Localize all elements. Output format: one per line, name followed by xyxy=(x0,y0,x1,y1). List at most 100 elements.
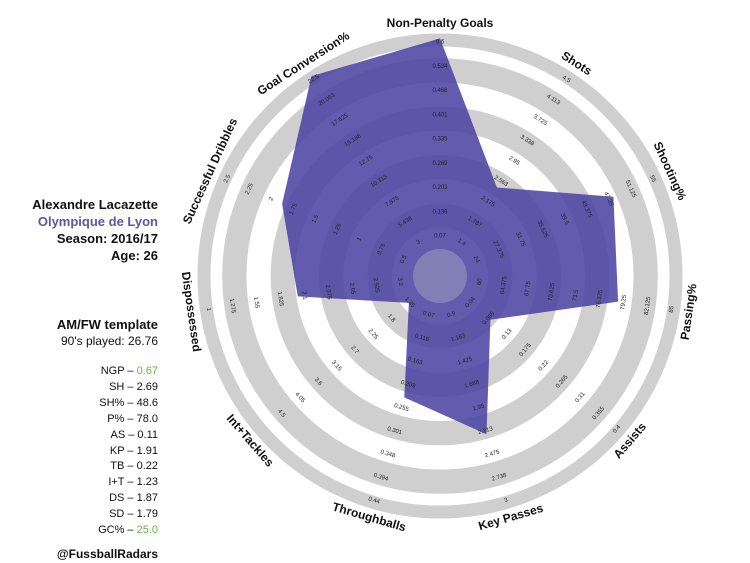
stat-row: TB – 0.22 xyxy=(0,459,158,475)
tick-label: 0.136 xyxy=(432,209,448,215)
stat-label: NGP xyxy=(100,365,125,377)
tick-label: 0.31 xyxy=(574,391,587,404)
tick-label: 2.1 xyxy=(300,291,307,301)
tick-label: 0.269 xyxy=(432,161,448,167)
stat-value: 0.67 xyxy=(136,365,158,377)
tick-label: 4.05 xyxy=(293,391,306,404)
tick-label: 55 xyxy=(648,175,657,184)
stat-separator: – xyxy=(124,476,137,489)
stat-label: P% xyxy=(107,412,125,425)
tick-label: 1.825 xyxy=(276,291,284,307)
stat-separator: – xyxy=(124,508,137,521)
stat-value: 78.0 xyxy=(136,412,158,425)
tick-label: 2.7 xyxy=(349,345,359,356)
tick-label: 0.468 xyxy=(432,88,448,94)
stat-value: 0.22 xyxy=(136,460,158,473)
tick-label: 82.125 xyxy=(644,296,653,316)
tick-label: 0.13 xyxy=(501,328,514,341)
stat-label: SH% xyxy=(99,396,125,409)
tick-label: 2.213 xyxy=(478,426,495,436)
age: Age: 26 xyxy=(111,248,158,263)
template-info: AM/FW template 90's played: 26.76 xyxy=(0,316,158,349)
stat-separator: – xyxy=(124,444,137,457)
stat-row: P% – 78.0 xyxy=(0,412,158,428)
tick-label: 0.6 xyxy=(436,40,445,46)
tick-label: 0.75 xyxy=(377,242,388,256)
stat-row: DS – 1.87 xyxy=(0,491,158,507)
tick-label: 0.44 xyxy=(367,496,381,505)
tick-label: 2.5 xyxy=(223,173,232,184)
stat-label: AS xyxy=(110,428,126,441)
tick-label: 0.5 xyxy=(400,254,409,265)
tick-label: 0.22 xyxy=(538,359,551,372)
stat-row: SD – 1.79 xyxy=(0,507,158,523)
tick-label: 31.75 xyxy=(514,231,526,248)
tick-label: 2.95 xyxy=(507,156,521,168)
radar-polygon xyxy=(282,38,619,435)
tick-label: 1.425 xyxy=(457,356,474,366)
stat-separator: – xyxy=(124,396,137,409)
tick-label: 0.255 xyxy=(393,403,410,413)
stat-separator: – xyxy=(125,428,138,441)
player-info: Alexandre Lacazette Olympique de Lyon Se… xyxy=(0,196,158,264)
stat-value: 2.69 xyxy=(136,380,158,393)
stat-row: AS – 0.11 xyxy=(0,428,158,444)
stat-value: 1.79 xyxy=(136,508,158,521)
stat-row: SH% – 48.6 xyxy=(0,396,158,412)
tick-label: 2 xyxy=(268,196,275,202)
stat-label: TB xyxy=(110,460,125,473)
tick-label: 3.6 xyxy=(313,377,323,388)
tick-label: 0.07 xyxy=(422,311,436,320)
stat-row: NGP – 0.67 xyxy=(0,364,158,380)
tick-label: 1.688 xyxy=(464,380,481,390)
stat-label: KP xyxy=(109,444,125,457)
stat-separator: – xyxy=(124,524,137,537)
tick-label: 2.25 xyxy=(367,328,380,341)
tick-label: 0.534 xyxy=(432,64,448,70)
tick-label: 73.5 xyxy=(572,289,580,302)
tick-label: 2.925 xyxy=(372,277,380,293)
tick-label: 1.75 xyxy=(289,202,300,216)
stat-row: SH – 2.69 xyxy=(0,380,158,396)
tick-label: 3 xyxy=(416,239,423,246)
template-title: AM/FW template xyxy=(56,317,158,332)
stat-value: 48.6 xyxy=(136,396,158,409)
tick-label: 0.209 xyxy=(400,380,417,390)
tick-label: 3.15 xyxy=(330,360,343,373)
tick-label: 0.163 xyxy=(407,357,424,367)
tick-label: 1.5 xyxy=(311,214,320,225)
tick-label: 24 xyxy=(472,255,481,264)
stat-value: 0.11 xyxy=(137,428,158,441)
stat-separator: – xyxy=(124,380,137,393)
tick-label: 2.25 xyxy=(245,182,256,196)
radar-center xyxy=(413,249,467,303)
stat-label: SH xyxy=(109,380,125,393)
tick-label: 70.625 xyxy=(548,282,557,302)
tick-label: 0.9 xyxy=(447,311,457,319)
tick-label: 0.116 xyxy=(414,333,430,343)
tick-label: 64.375 xyxy=(500,275,509,295)
tick-label: 0.348 xyxy=(380,449,397,459)
tick-label: 1.25 xyxy=(333,222,344,236)
stat-separator: – xyxy=(124,460,137,473)
stat-separator: – xyxy=(124,492,137,505)
tick-label: 0.203 xyxy=(432,185,448,191)
stat-label: GC% xyxy=(98,524,125,537)
tick-label: 0.401 xyxy=(432,112,448,118)
tick-label: 0.4 xyxy=(612,424,622,435)
stat-label: SD xyxy=(109,508,125,521)
player-name: Alexandre Lacazette xyxy=(32,197,158,212)
tick-label: 2.375 xyxy=(324,284,332,300)
tick-label: 85 xyxy=(669,305,676,313)
tick-label: 0.301 xyxy=(386,426,403,436)
stat-value: 1.91 xyxy=(136,444,158,457)
season: Season: 2016/17 xyxy=(56,231,158,246)
tick-label: 3.2 xyxy=(396,277,403,287)
team-name: Olympique de Lyon xyxy=(37,214,158,229)
tick-label: 2.65 xyxy=(348,282,356,295)
tick-label: 0.335 xyxy=(432,137,448,143)
tick-label: 60 xyxy=(477,277,484,285)
stat-label: I+T xyxy=(108,476,125,489)
stat-value: 1.23 xyxy=(136,476,158,489)
